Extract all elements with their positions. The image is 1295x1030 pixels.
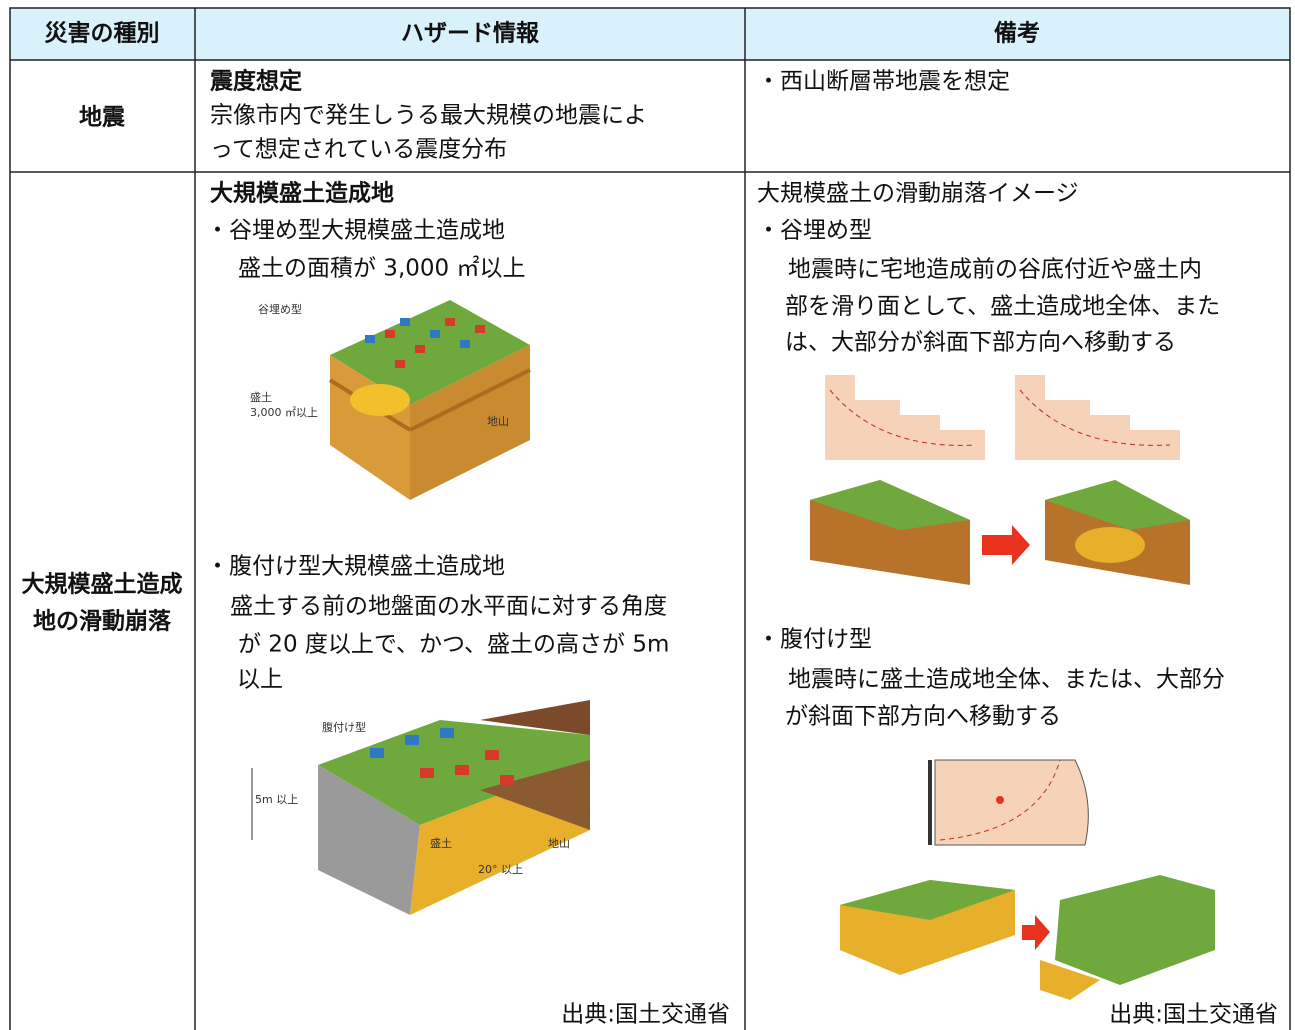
figure-label: 3,000 ㎡以上 <box>250 406 318 419</box>
header-cell: 備考 <box>994 20 1040 47</box>
disaster-type: 地の滑動崩落 <box>33 609 172 635</box>
disaster-type: 大規模盛土造成 <box>22 571 183 598</box>
note-heading: ・谷埋め型 <box>757 218 872 244</box>
figure-label: 盛土 <box>250 390 272 404</box>
header-bg <box>10 8 1290 60</box>
hazard-text: って想定されている震度分布 <box>210 137 507 163</box>
figure-label: 20° 以上 <box>478 863 523 876</box>
hazard-title: 大規模盛土造成地 <box>210 180 394 207</box>
figure-label: 腹付け型 <box>322 720 366 734</box>
disaster-type: 地震 <box>79 105 126 131</box>
note-text: は、大部分が斜面下部方向へ移動する <box>785 330 1176 356</box>
figure-label: 地山 <box>487 415 509 428</box>
valley-fill-figure: 谷埋め型 盛土 3,000 ㎡以上 地山 <box>250 300 531 500</box>
hazard-title: 震度想定 <box>210 68 302 95</box>
note-text: 地震時に盛土造成地全体、または、大部分 <box>788 667 1225 693</box>
hazard-text: 盛土する前の地盤面の水平面に対する角度 <box>230 594 667 620</box>
figure-label: 盛土 <box>430 836 452 850</box>
note-heading: ・腹付け型 <box>757 627 872 653</box>
hazard-text: が 20 度以上で、かつ、盛土の高さが 5m <box>238 632 669 658</box>
header-cell: ハザード情報 <box>401 20 540 47</box>
hazard-text: 宗像市内で発生しうる最大規模の地震によ <box>210 103 647 129</box>
note-text: 部を滑り面として、盛土造成地全体、また <box>785 294 1220 320</box>
source: 出典:国土交通省 <box>1109 1002 1278 1028</box>
side-slide-figure <box>840 759 1215 1000</box>
note-text: 地震時に宅地造成前の谷底付近や盛土内 <box>788 257 1202 283</box>
header-cell: 災害の種別 <box>45 20 160 47</box>
hazard-text: 以上 <box>237 667 283 693</box>
hazard-text: 盛土の面積が 3,000 ㎡以上 <box>238 256 525 282</box>
source: 出典:国土交通省 <box>561 1002 730 1028</box>
hazard-heading: ・谷埋め型大規模盛土造成地 <box>206 218 505 244</box>
note-title: 大規模盛土の滑動崩落イメージ <box>757 181 1079 207</box>
valley-slide-figure <box>810 375 1190 585</box>
note-text: が斜面下部方向へ移動する <box>785 704 1061 730</box>
side-fill-figure: 腹付け型 5m 以上 盛土 地山 20° 以上 <box>251 700 590 915</box>
table-grid <box>9 7 1291 1030</box>
figure-label: 5m 以上 <box>255 793 298 806</box>
figure-label: 地山 <box>548 837 570 850</box>
hazard-heading: ・腹付け型大規模盛土造成地 <box>206 554 505 580</box>
note-text: ・西山断層帯地震を想定 <box>757 69 1010 95</box>
figure-label: 谷埋め型 <box>258 302 302 316</box>
